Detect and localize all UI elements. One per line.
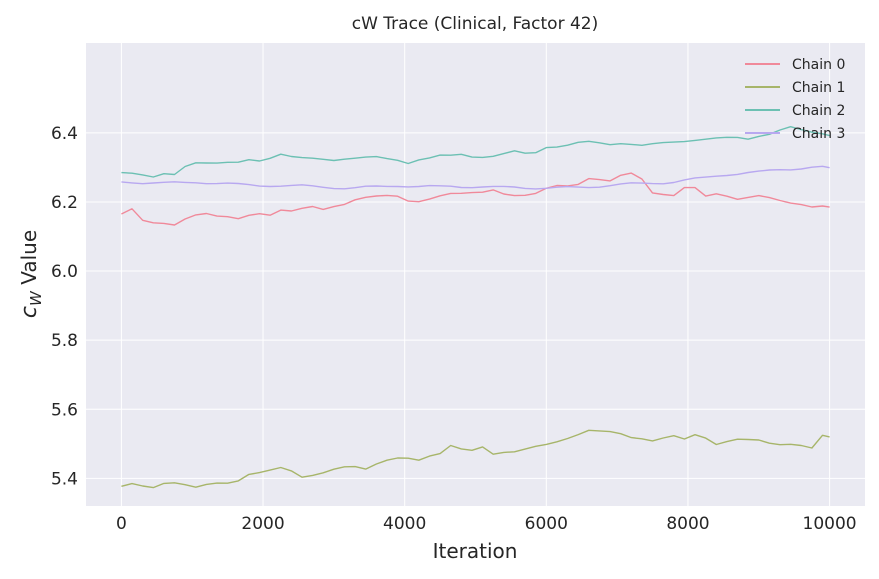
legend: Chain 0 Chain 1 Chain 2 Chain 3 [745,57,845,142]
y-tick-label: 6.2 [51,193,78,213]
y-tick-label: 5.6 [51,400,78,420]
legend-label: Chain 0 [792,57,845,73]
y-tick-labels: 5.4 5.6 5.8 6.0 6.2 6.4 [51,124,78,490]
x-tick-label: 2000 [241,514,284,534]
y-tick-label: 6.4 [51,124,78,144]
x-tick-label: 0 [116,514,127,534]
x-tick-labels: 0 2000 4000 6000 8000 10000 [116,514,857,534]
x-tick-label: 6000 [525,514,568,534]
y-tick-label: 5.8 [51,331,78,351]
y-axis-label-rest: Value [17,230,41,291]
legend-label: Chain 1 [792,80,845,96]
grid [86,43,865,506]
y-axis-label: cW Value [17,230,45,318]
legend-label: Chain 2 [792,103,845,119]
x-tick-label: 8000 [666,514,709,534]
plot-area [86,43,865,506]
y-axis-label-main: c [17,306,42,318]
series-line-chain-0 [121,172,830,226]
series-line-chain-2 [121,125,830,178]
y-tick-label: 5.4 [51,469,78,489]
series-line-chain-1 [121,429,830,489]
series-line-chain-3 [121,165,830,190]
y-tick-label: 6.0 [51,262,78,282]
x-axis-label: Iteration [433,539,518,563]
chart-title: cW Trace (Clinical, Factor 42) [352,14,599,34]
y-axis-label-subscript: W [27,290,45,306]
series-lines [121,125,830,489]
legend-label: Chain 3 [792,126,845,142]
x-tick-label: 4000 [383,514,426,534]
x-tick-label: 10000 [803,514,857,534]
